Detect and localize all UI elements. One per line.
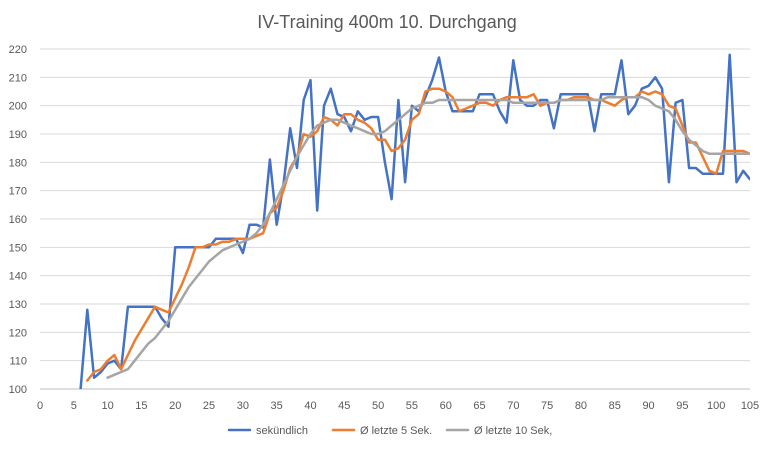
y-tick-label: 160 bbox=[9, 214, 27, 226]
x-tick-label: 90 bbox=[642, 400, 654, 412]
x-tick-label: 5 bbox=[71, 400, 77, 412]
x-tick-label: 100 bbox=[707, 400, 725, 412]
y-tick-label: 110 bbox=[9, 356, 27, 368]
y-tick-label: 190 bbox=[9, 129, 27, 141]
x-tick-label: 65 bbox=[473, 400, 485, 412]
y-tick-label: 180 bbox=[9, 157, 27, 169]
x-tick-label: 25 bbox=[203, 400, 215, 412]
legend-label-3: Ø letzte 10 Sek, bbox=[474, 425, 552, 437]
y-tick-label: 140 bbox=[9, 271, 27, 283]
y-tick-label: 200 bbox=[9, 101, 27, 113]
x-tick-label: 50 bbox=[372, 400, 384, 412]
series-lines bbox=[79, 53, 750, 389]
legend-label-1: sekündlich bbox=[256, 425, 308, 437]
x-tick-label: 105 bbox=[741, 400, 759, 412]
series-line-2 bbox=[86, 87, 750, 382]
x-tick-label: 85 bbox=[609, 400, 621, 412]
x-tick-label: 80 bbox=[575, 400, 587, 412]
y-axis-tick-labels: 100 110 120 130 140 150 160 170 180 190 200 210 220 bbox=[9, 44, 27, 396]
x-tick-label: 10 bbox=[101, 400, 113, 412]
y-tick-label: 120 bbox=[9, 327, 27, 339]
series-line-3 bbox=[106, 95, 750, 379]
y-tick-label: 220 bbox=[9, 44, 27, 56]
x-tick-label: 55 bbox=[406, 400, 418, 412]
x-tick-label: 20 bbox=[169, 400, 181, 412]
legend-label-2: Ø letzte 5 Sek. bbox=[360, 425, 432, 437]
y-tick-label: 150 bbox=[9, 242, 27, 254]
y-tick-label: 170 bbox=[9, 186, 27, 198]
x-tick-label: 30 bbox=[237, 400, 249, 412]
x-tick-label: 15 bbox=[135, 400, 147, 412]
gridlines bbox=[40, 48, 750, 390]
y-tick-label: 100 bbox=[9, 384, 27, 396]
series-line-1 bbox=[79, 53, 750, 389]
x-tick-label: 40 bbox=[304, 400, 316, 412]
x-tick-label: 45 bbox=[338, 400, 350, 412]
y-tick-label: 130 bbox=[9, 299, 27, 311]
x-tick-label: 75 bbox=[541, 400, 553, 412]
x-tick-label: 0 bbox=[37, 400, 43, 412]
chart-title: IV-Training 400m 10. Durchgang bbox=[257, 12, 516, 32]
legend: sekündlich Ø letzte 5 Sek. Ø letzte 10 Sek… bbox=[227, 425, 552, 437]
x-tick-label: 60 bbox=[440, 400, 452, 412]
y-tick-label: 210 bbox=[9, 72, 27, 84]
x-tick-label: 70 bbox=[507, 400, 519, 412]
x-tick-label: 35 bbox=[271, 400, 283, 412]
x-axis-tick-labels: 0 5 10 15 20 25 30 35 40 45 50 55 60 65 70 75 80 85 90 95 10… bbox=[37, 400, 759, 412]
x-tick-label: 95 bbox=[676, 400, 688, 412]
